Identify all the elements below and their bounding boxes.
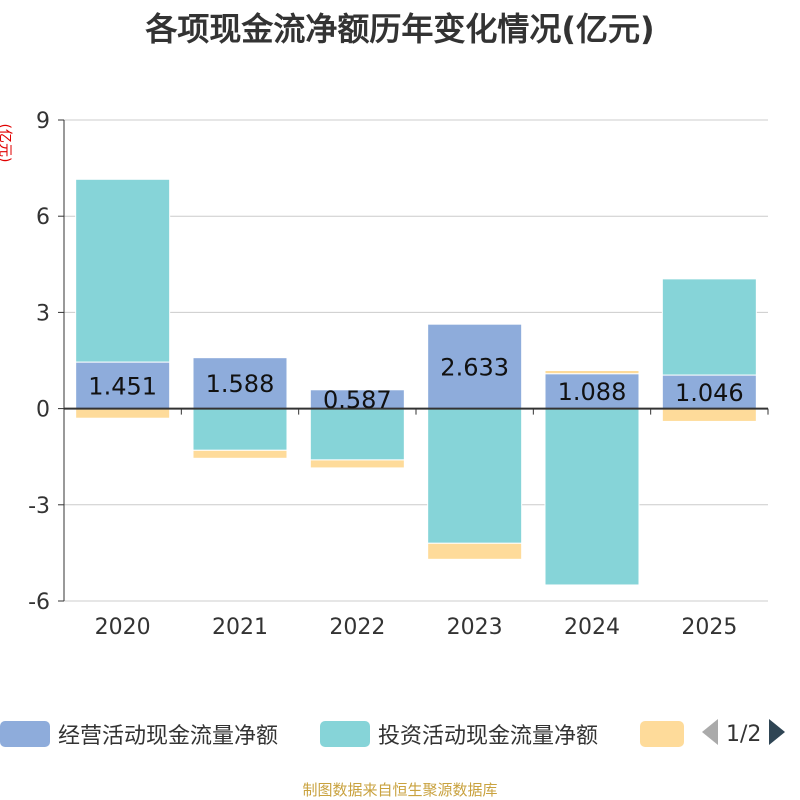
y-tick-label: -6 bbox=[28, 590, 50, 615]
legend-label-investing: 投资活动现金流量净额 bbox=[378, 724, 599, 749]
bar-financing-2021[interactable] bbox=[192, 449, 288, 459]
bar-operating-2023[interactable] bbox=[427, 323, 523, 410]
bar-financing-2025[interactable] bbox=[661, 408, 757, 422]
bar-operating-2025[interactable] bbox=[661, 374, 757, 410]
legend: 经营活动现金流量净额 投资活动现金流量净额 1/2 bbox=[0, 714, 800, 754]
bar-investing-2023[interactable] bbox=[427, 408, 523, 544]
bar-investing-2025[interactable] bbox=[661, 278, 757, 376]
bar-financing-2020[interactable] bbox=[75, 408, 171, 419]
bar-operating-2020[interactable] bbox=[75, 361, 171, 410]
x-tick-label: 2021 bbox=[212, 615, 268, 640]
grid-layer bbox=[64, 119, 768, 602]
data-label-2022: 0.587 bbox=[323, 386, 392, 414]
axis-layer: -6 -3 0 3 6 9 2020 2021 2022 2023 2024 2025 bbox=[28, 109, 769, 640]
x-tick-label: 2020 bbox=[95, 615, 151, 640]
legend-swatch-operating bbox=[0, 721, 50, 747]
bar-investing-2024[interactable] bbox=[544, 408, 640, 586]
y-tick-label: -3 bbox=[28, 494, 50, 519]
legend-next-page-icon[interactable] bbox=[767, 717, 787, 751]
bar-investing-2021[interactable] bbox=[192, 408, 288, 451]
data-label-2021: 1.588 bbox=[206, 370, 275, 398]
legend-item-operating[interactable]: 经营活动现金流量净额 bbox=[0, 714, 278, 754]
data-labels-layer: 1.451 1.588 0.587 2.633 1.088 1.046 bbox=[88, 353, 743, 414]
bar-investing-2020[interactable] bbox=[75, 178, 171, 363]
data-label-2025: 1.046 bbox=[675, 379, 744, 407]
bar-investing-2022[interactable] bbox=[309, 408, 405, 461]
y-tick-label: 3 bbox=[36, 301, 50, 326]
x-tick-label: 2024 bbox=[564, 615, 620, 640]
legend-page-indicator: 1/2 bbox=[726, 721, 762, 747]
data-label-2024: 1.088 bbox=[558, 378, 627, 406]
x-tick-label: 2025 bbox=[681, 615, 737, 640]
legend-label-operating: 经营活动现金流量净额 bbox=[58, 724, 279, 749]
legend-item-financing[interactable] bbox=[640, 714, 684, 754]
y-tick-label: 0 bbox=[36, 398, 50, 423]
legend-swatch-financing bbox=[640, 721, 684, 747]
data-label-2023: 2.633 bbox=[440, 353, 509, 381]
bar-operating-2024[interactable] bbox=[544, 373, 640, 410]
bar-operating-2021[interactable] bbox=[192, 357, 288, 410]
legend-swatch-investing bbox=[320, 721, 370, 747]
legend-pager: 1/2 bbox=[700, 714, 787, 754]
y-tick-label: 9 bbox=[36, 109, 50, 134]
bars-layer bbox=[75, 178, 757, 586]
legend-item-investing[interactable]: 投资活动现金流量净额 bbox=[320, 714, 598, 754]
bar-financing-2024[interactable] bbox=[544, 370, 640, 375]
legend-prev-page-icon[interactable] bbox=[700, 717, 720, 751]
data-source-note: 制图数据来自恒生聚源数据库 bbox=[302, 781, 498, 799]
chart-title: 各项现金流净额历年变化情况(亿元) bbox=[145, 10, 655, 48]
data-label-2020: 1.451 bbox=[88, 372, 157, 400]
bar-financing-2023[interactable] bbox=[427, 542, 523, 560]
y-tick-label: 6 bbox=[36, 205, 50, 230]
x-tick-label: 2022 bbox=[329, 615, 385, 640]
bar-financing-2022[interactable] bbox=[309, 459, 405, 469]
x-tick-label: 2023 bbox=[447, 615, 503, 640]
